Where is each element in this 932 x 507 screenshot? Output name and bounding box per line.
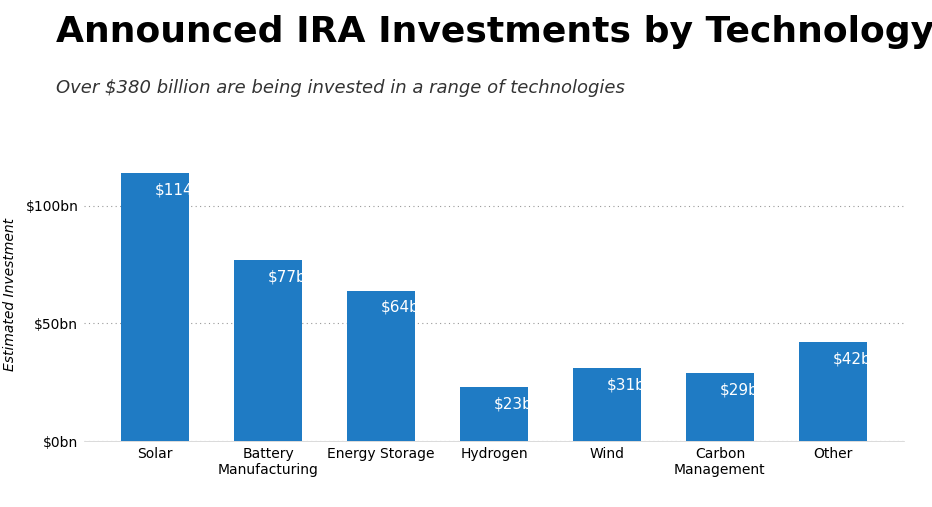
Bar [234, 260, 302, 441]
Text: $29bn: $29bn [720, 382, 768, 397]
Bar [573, 368, 641, 441]
Bar [799, 342, 867, 441]
Y-axis label: Estimated Investment: Estimated Investment [3, 218, 17, 371]
Bar [121, 173, 189, 441]
Bar [460, 387, 528, 441]
Text: $77bn: $77bn [268, 269, 316, 284]
Bar [347, 291, 415, 441]
Text: Over $380 billion are being invested in a range of technologies: Over $380 billion are being invested in … [56, 79, 624, 97]
Text: $42bn: $42bn [833, 352, 882, 367]
Text: $31bn: $31bn [607, 378, 655, 392]
Text: $114bn: $114bn [155, 183, 213, 197]
Bar [686, 373, 754, 441]
Text: $64bn: $64bn [381, 300, 430, 315]
Text: Announced IRA Investments by Technology: Announced IRA Investments by Technology [56, 15, 932, 49]
Text: $23bn: $23bn [494, 396, 542, 411]
